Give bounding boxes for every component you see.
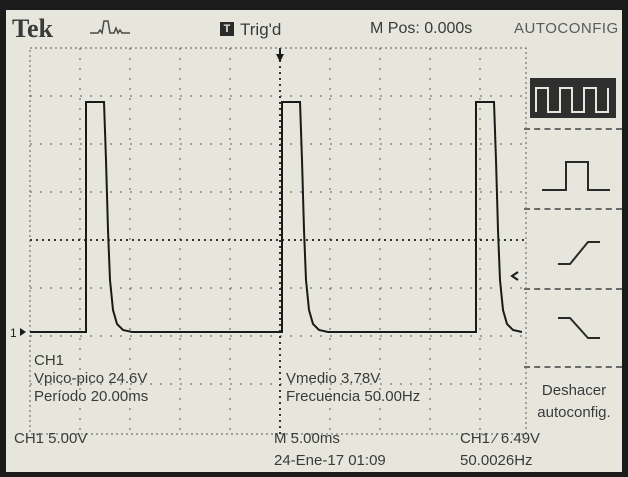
undo-label-line2: autoconfig.	[537, 404, 611, 421]
rising-edge-icon	[558, 241, 600, 265]
waveform-display: 1	[10, 47, 527, 435]
top-status-bar: Tek T Trig'd M Pos: 0.000s AUTOCONFIG	[6, 10, 622, 44]
rising-edge-option[interactable]	[524, 212, 622, 284]
period-readout: Período 20.00ms	[34, 388, 149, 405]
vpp-readout: Vpico-pico 24.6V	[34, 370, 148, 387]
trigger-position-marker	[276, 54, 284, 62]
ch1-waveform	[30, 101, 523, 333]
autoconfig-menu: Deshacer autoconfig.	[524, 48, 622, 434]
trigger-level-marker	[510, 271, 519, 281]
single-cycle-option[interactable]	[524, 132, 622, 204]
brand-logo: Tek	[12, 14, 53, 43]
undo-autoconfig-button[interactable]: Deshacer autoconfig.	[528, 380, 620, 424]
graticule	[29, 47, 527, 435]
measurement-channel: CH1	[34, 352, 65, 369]
menu-separator	[524, 288, 622, 290]
datetime: 24-Ene-17 01:09	[274, 452, 386, 469]
multi-cycle-square-wave-icon	[530, 78, 616, 118]
single-cycle-pulse-icon	[542, 161, 610, 191]
falling-edge-option[interactable]	[524, 292, 622, 364]
ch1-scale: CH1 5.00V	[14, 430, 88, 447]
falling-edge-icon	[558, 317, 600, 339]
menu-separator	[524, 208, 622, 210]
menu-separator	[524, 128, 622, 130]
frequency-readout: Frecuencia 50.00Hz	[286, 388, 421, 405]
vmean-readout: Vmedio 3.78V	[286, 370, 381, 387]
trigger-frequency: 50.0026Hz	[460, 452, 533, 469]
menu-separator	[524, 366, 622, 368]
trigger-badge: T	[220, 22, 234, 36]
oscilloscope-screen: Tek T Trig'd M Pos: 0.000s AUTOCONFIG	[6, 10, 622, 472]
trigger-info: CH1 ⁄ 6.49V	[460, 430, 541, 447]
time-scale: M 5.00ms	[274, 430, 340, 447]
menu-title: AUTOCONFIG	[514, 20, 619, 37]
ch1-marker-label: 1	[10, 326, 17, 340]
acquisition-icon	[90, 20, 130, 35]
undo-label-line1: Deshacer	[541, 382, 607, 399]
multi-cycle-option[interactable]	[524, 52, 622, 124]
horizontal-position: M Pos: 0.000s	[370, 20, 473, 37]
trigger-status: Trig'd	[240, 20, 282, 39]
ch1-ground-marker	[20, 328, 26, 336]
